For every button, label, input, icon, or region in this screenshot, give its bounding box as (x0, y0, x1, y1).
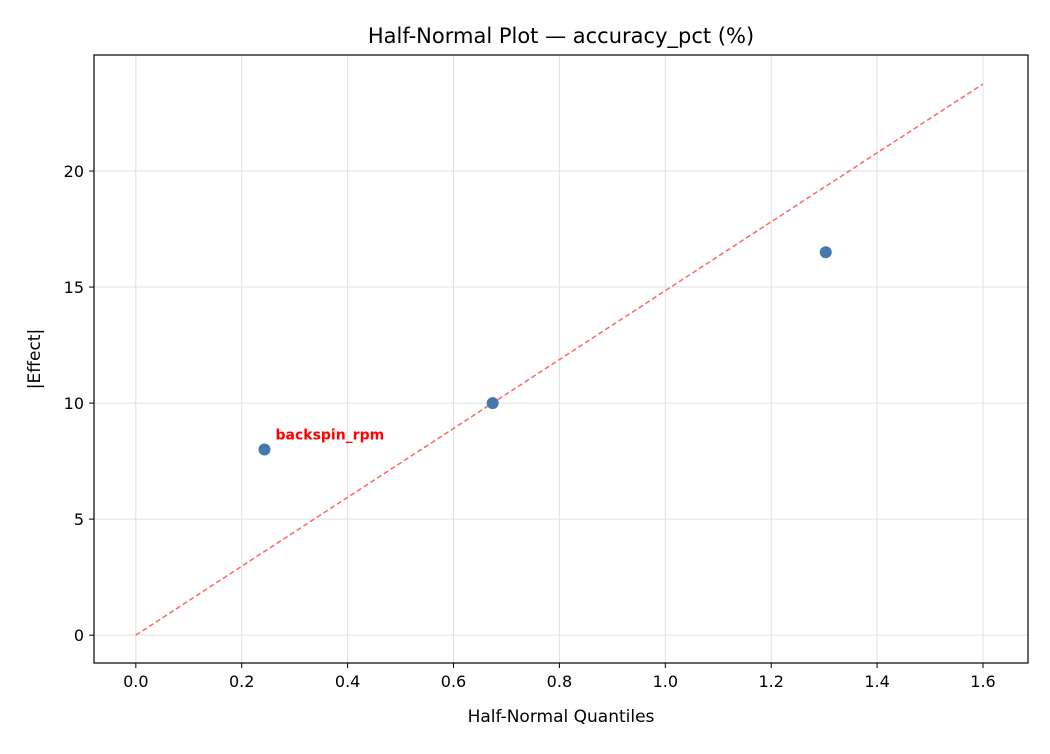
y-tick-label: 0 (74, 626, 84, 645)
x-tick-label: 0.8 (547, 672, 572, 691)
x-axis-ticks: 0.0 0.2 0.4 0.6 0.8 1.0 1.2 1.4 1.6 (123, 663, 996, 691)
x-axis-label: Half-Normal Quantiles (468, 707, 655, 727)
x-tick-label: 0.2 (229, 672, 254, 691)
y-tick-label: 5 (74, 510, 84, 529)
plot-frame (93, 54, 1029, 664)
data-point (258, 443, 271, 456)
x-tick-label: 1.4 (864, 672, 889, 691)
data-point (486, 397, 499, 410)
x-tick-label: 0.6 (441, 672, 466, 691)
chart-title: Half-Normal Plot — accuracy_pct (%) (368, 24, 754, 49)
points-group: backspin_rpm (258, 246, 832, 456)
x-tick-label: 1.6 (970, 672, 995, 691)
reference-line (135, 83, 984, 636)
x-tick-label: 1.2 (758, 672, 783, 691)
y-axis-ticks: 0 5 10 15 20 (64, 162, 94, 645)
y-axis-label: |Effect| (25, 329, 45, 389)
x-tick-label: 1.0 (653, 672, 678, 691)
y-tick-label: 15 (64, 278, 84, 297)
x-tick-label: 0.4 (335, 672, 360, 691)
x-tick-label: 0.0 (123, 672, 148, 691)
y-tick-label: 20 (64, 162, 84, 181)
point-label: backspin_rpm (275, 428, 384, 444)
reference-line-group (135, 83, 984, 636)
data-point (819, 246, 832, 259)
y-tick-label: 10 (64, 394, 84, 413)
